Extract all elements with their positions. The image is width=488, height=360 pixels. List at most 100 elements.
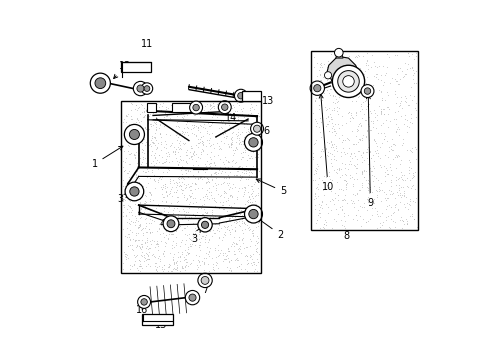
Point	[403, 220, 410, 226]
Point	[361, 85, 369, 90]
Point	[135, 119, 142, 125]
Point	[172, 234, 180, 240]
Circle shape	[129, 130, 139, 139]
Point	[201, 103, 209, 109]
Point	[152, 147, 160, 152]
Point	[353, 129, 361, 134]
Point	[169, 244, 177, 249]
Point	[204, 178, 212, 184]
Point	[136, 222, 143, 228]
Point	[312, 95, 320, 101]
Point	[405, 177, 413, 183]
Point	[225, 218, 233, 224]
Point	[168, 102, 176, 108]
Point	[309, 141, 317, 147]
Point	[309, 195, 317, 201]
Point	[220, 232, 228, 238]
Point	[364, 219, 371, 224]
Point	[226, 257, 234, 263]
Point	[222, 256, 230, 262]
Point	[176, 268, 183, 274]
Point	[370, 138, 378, 144]
Point	[338, 222, 346, 228]
Point	[384, 145, 392, 150]
Point	[211, 245, 219, 251]
Point	[324, 75, 332, 81]
Point	[333, 108, 341, 114]
Point	[216, 193, 224, 198]
Point	[147, 220, 155, 226]
Point	[120, 116, 127, 122]
Point	[407, 148, 414, 154]
Point	[171, 266, 179, 271]
Point	[366, 108, 373, 114]
Point	[169, 225, 177, 231]
Point	[180, 257, 187, 263]
Point	[125, 234, 133, 240]
Point	[204, 248, 212, 254]
Point	[235, 140, 243, 146]
Point	[224, 122, 232, 128]
Point	[183, 152, 190, 157]
Point	[381, 133, 388, 139]
Point	[134, 144, 142, 150]
Point	[186, 183, 194, 189]
Point	[377, 97, 385, 103]
Point	[252, 115, 260, 121]
Point	[183, 130, 191, 135]
Point	[346, 110, 354, 116]
Point	[399, 73, 407, 78]
Point	[405, 165, 412, 170]
Point	[390, 53, 398, 58]
Point	[219, 181, 227, 186]
Point	[309, 172, 317, 177]
Point	[316, 204, 324, 210]
Point	[163, 209, 171, 215]
Point	[359, 201, 367, 206]
Point	[314, 102, 322, 108]
Point	[362, 207, 370, 213]
Point	[337, 50, 345, 56]
Point	[314, 207, 322, 213]
Point	[160, 159, 167, 165]
Point	[330, 51, 338, 57]
Point	[194, 123, 202, 129]
Point	[130, 222, 138, 228]
Point	[220, 135, 228, 140]
Point	[139, 225, 146, 231]
Point	[411, 156, 419, 162]
Point	[400, 112, 407, 118]
Point	[226, 216, 234, 221]
Point	[144, 121, 152, 126]
Point	[141, 216, 148, 222]
Point	[207, 233, 215, 239]
Point	[176, 145, 184, 150]
Point	[365, 190, 372, 196]
Point	[232, 241, 240, 247]
Point	[351, 212, 359, 218]
Point	[137, 205, 145, 211]
Point	[127, 189, 135, 195]
Point	[366, 127, 374, 133]
Point	[249, 133, 257, 139]
Point	[178, 112, 186, 117]
Point	[207, 157, 215, 162]
Point	[194, 185, 202, 191]
Point	[395, 190, 403, 196]
Point	[146, 238, 154, 244]
Point	[361, 219, 368, 225]
Point	[397, 172, 405, 178]
Point	[176, 157, 183, 162]
Point	[172, 179, 180, 185]
Point	[123, 125, 131, 131]
Point	[192, 143, 200, 148]
Point	[233, 100, 241, 106]
Point	[200, 198, 207, 203]
Point	[168, 184, 176, 190]
Point	[151, 214, 159, 220]
Point	[377, 131, 385, 136]
Point	[141, 142, 149, 148]
Point	[151, 160, 159, 166]
Point	[312, 121, 320, 126]
Point	[176, 212, 184, 218]
